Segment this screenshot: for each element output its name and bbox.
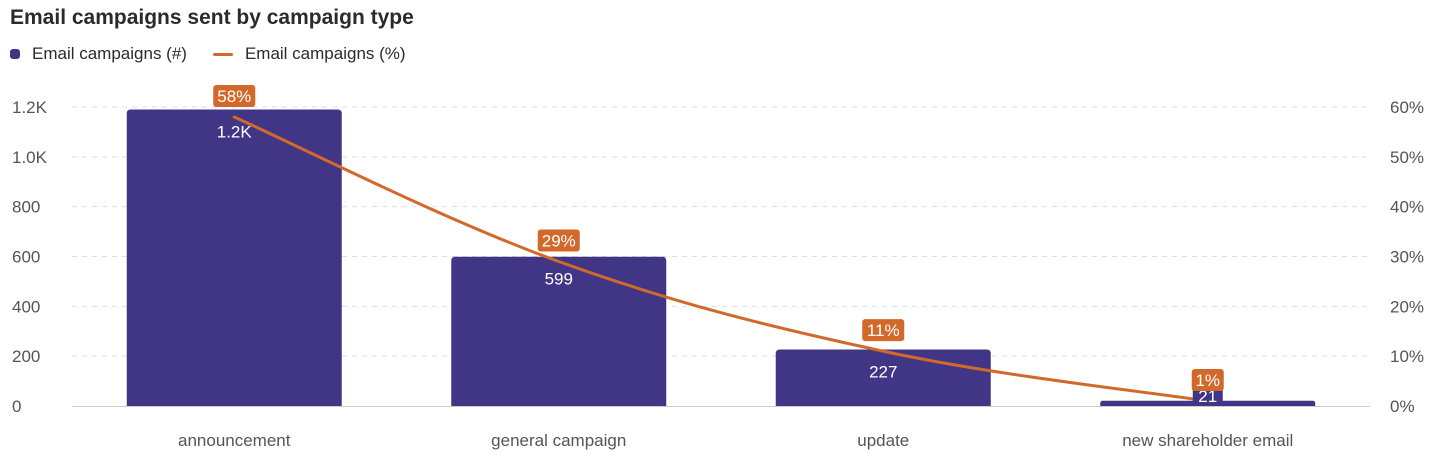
y-right-tick-label: 30% <box>1390 248 1424 267</box>
percent-label-bg <box>862 319 905 342</box>
y-left-tick-label: 800 <box>12 198 40 217</box>
y-right-tick-label: 60% <box>1390 98 1424 117</box>
legend-swatch-bar <box>10 49 20 59</box>
percent-value-label: 58% <box>217 87 251 106</box>
percent-label-bg <box>213 84 256 107</box>
y-right-tick-label: 10% <box>1390 347 1424 366</box>
legend-label-count: Email campaigns (#) <box>32 44 187 63</box>
x-tick-label: general campaign <box>491 431 626 450</box>
percent-label-bg <box>1191 369 1224 392</box>
bar-value-label: 21 <box>1198 387 1217 406</box>
bar <box>775 349 991 406</box>
bar-value-label: 599 <box>545 270 573 289</box>
percent-value-label: 11% <box>867 321 900 340</box>
y-left-tick-label: 400 <box>12 297 40 316</box>
chart-legend: Email campaigns (#) Email campaigns (%) <box>10 44 432 64</box>
percent-value-label: 29% <box>542 231 576 250</box>
percent-value-label: 1% <box>1195 371 1220 390</box>
bar-value-label: 227 <box>869 362 897 381</box>
y-left-tick-label: 600 <box>12 248 40 267</box>
bar <box>451 256 667 406</box>
legend-label-percent: Email campaigns (%) <box>244 44 406 63</box>
chart-title: Email campaigns sent by campaign type <box>10 6 414 29</box>
bar <box>126 109 342 406</box>
y-right-tick-label: 40% <box>1390 198 1424 217</box>
x-tick-label: announcement <box>178 431 291 450</box>
y-right-tick-label: 20% <box>1390 297 1424 316</box>
legend-item-count[interactable]: Email campaigns (#) <box>10 44 187 64</box>
y-right-tick-label: 50% <box>1390 148 1424 167</box>
bar-value-label: 1.2K <box>217 122 253 141</box>
x-tick-label: update <box>857 431 909 450</box>
y-left-tick-label: 0 <box>12 397 21 416</box>
y-left-tick-label: 200 <box>12 347 40 366</box>
y-left-tick-label: 1.0K <box>12 148 48 167</box>
percent-line <box>232 115 1210 403</box>
legend-swatch-line <box>212 52 233 56</box>
y-left-tick-label: 1.2K <box>12 98 48 117</box>
x-tick-label: new shareholder email <box>1122 431 1293 450</box>
legend-item-percent[interactable]: Email campaigns (%) <box>212 44 406 64</box>
y-right-tick-label: 0% <box>1390 397 1415 416</box>
percent-label-bg <box>537 229 580 252</box>
